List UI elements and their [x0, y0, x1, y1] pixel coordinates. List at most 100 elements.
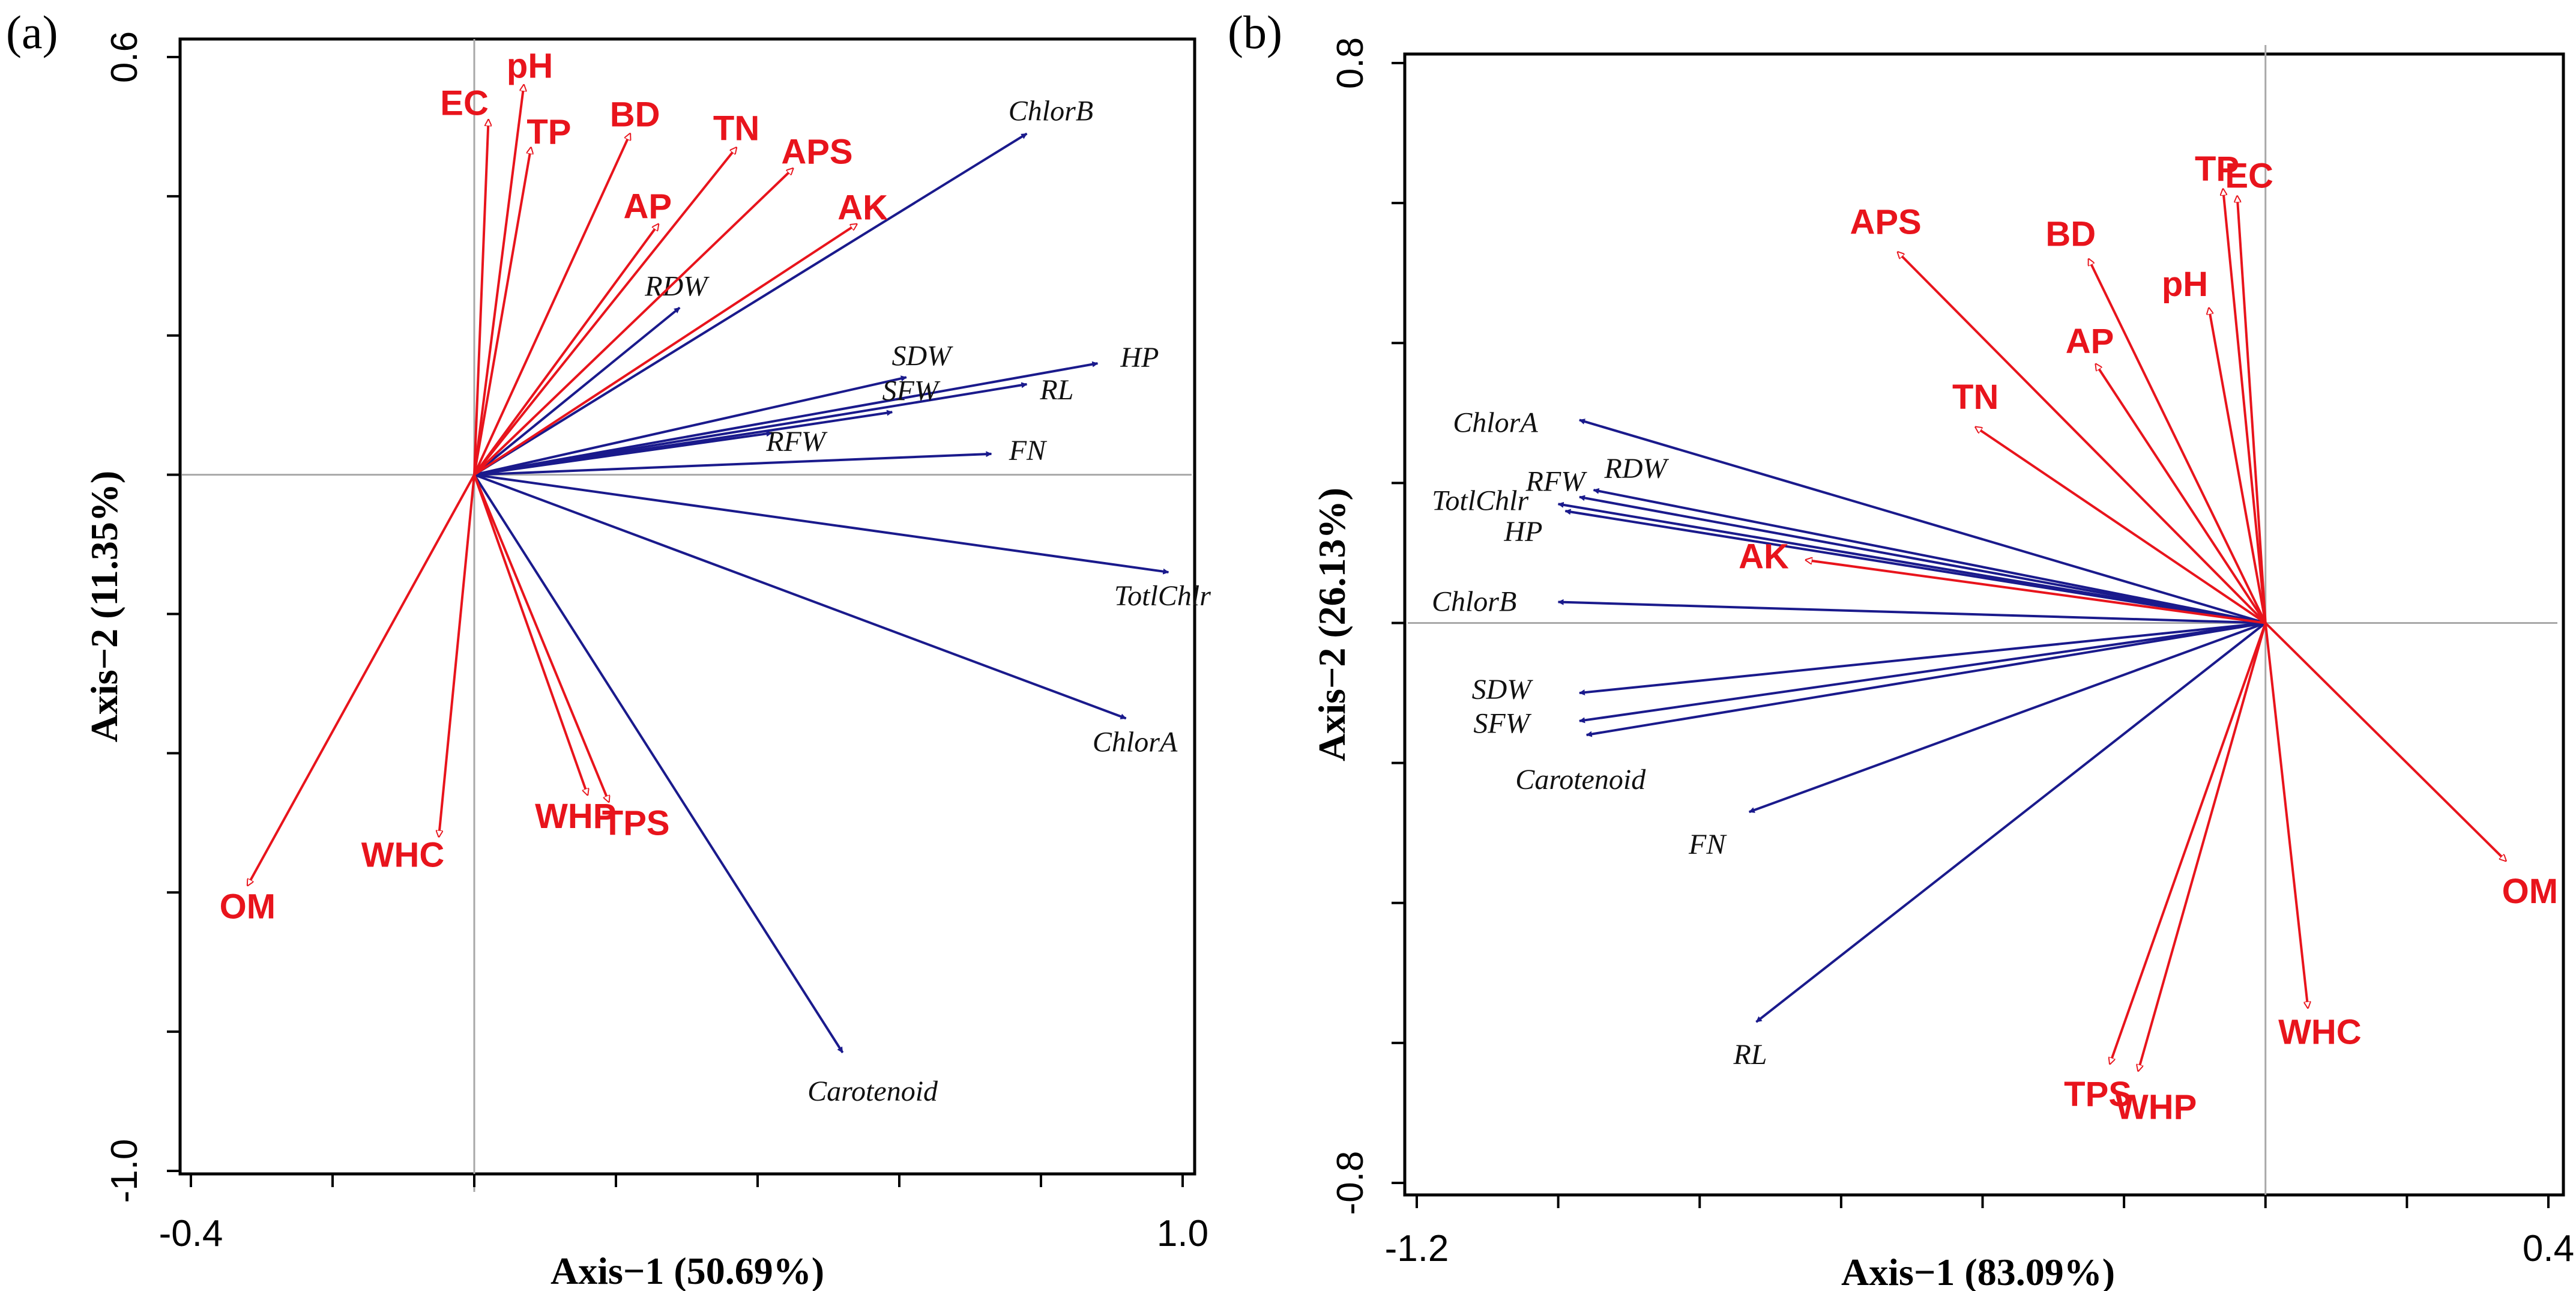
env-label-ak: AK — [837, 188, 888, 227]
x-tick-label: 1.0 — [1157, 1213, 1208, 1254]
panel-a: (a) -0.4 1.0 0.6 -1.0 Axis−1 (50.69%) Ax… — [6, 6, 1211, 1291]
species-arrow-chlora — [1579, 419, 2266, 624]
species-arrow-chlorb — [473, 132, 1028, 476]
species-arrow-hp — [1564, 509, 2266, 624]
species-label-carotenoid: Carotenoid — [807, 1075, 938, 1107]
species-label-totlchlr: TotlChlr — [1114, 580, 1211, 612]
species-arrow-chlora — [474, 473, 1127, 720]
species-arrow-carotenoid — [1585, 621, 2266, 737]
env-label-whp: WHP — [2116, 1088, 2197, 1127]
species-arrow-totlchlr — [474, 473, 1169, 575]
env-arrow-om — [246, 474, 475, 886]
species-label-chlora: ChlorA — [1093, 726, 1178, 758]
env-label-ec: EC — [2225, 156, 2273, 195]
species-label-chlora: ChlorA — [1453, 407, 1538, 438]
species-arrow-sdw — [474, 375, 907, 476]
species-label-sfw: SFW — [1473, 708, 1531, 740]
species-arrow-chlorb — [1557, 599, 2266, 624]
y-tick-label: 0.6 — [104, 31, 145, 83]
env-label-ph: pH — [2162, 265, 2208, 304]
env-arrow-ph — [2209, 308, 2267, 623]
species-label-rdw: RDW — [1604, 453, 1670, 485]
panel-b: (b) -1.2 0.4 0.8 -0.8 Axis−1 (83.09%) Ax… — [1228, 6, 2574, 1291]
env-label-bd: BD — [2045, 214, 2096, 253]
env-arrow-whp — [2138, 622, 2267, 1071]
species-label-rdw: RDW — [644, 270, 710, 302]
species-label-fn: FN — [1688, 829, 1727, 860]
env-arrow-tp — [473, 148, 531, 475]
env-arrow-ap — [473, 224, 659, 476]
env-arrow-whc — [439, 474, 475, 837]
species-label-sfw: SFW — [882, 375, 941, 407]
env-label-whp: WHP — [535, 797, 616, 836]
x-axis-title: Axis−1 (83.09%) — [1841, 1251, 2115, 1291]
species-label-carotenoid: Carotenoid — [1515, 764, 1646, 796]
species-label-rfw: RFW — [1525, 466, 1588, 498]
env-arrow-ak — [473, 224, 857, 476]
env-label-tn: TN — [1952, 378, 1998, 417]
y-tick-label: -0.8 — [1330, 1151, 1371, 1215]
env-arrow-tps — [2110, 622, 2267, 1064]
env-label-ak: AK — [1739, 537, 1789, 576]
env-arrow-tps — [473, 474, 609, 802]
env-label-tp: TP — [2195, 150, 2239, 189]
plot-frame — [1403, 52, 2565, 1197]
env-arrow-ap — [2096, 364, 2267, 624]
species-label-hp: HP — [1503, 516, 1542, 548]
env-label-aps: APS — [1850, 203, 1921, 242]
species-label-sdw: SDW — [1472, 674, 1534, 706]
x-tick-label: -1.2 — [1385, 1228, 1449, 1269]
species-arrow-carotenoid — [473, 474, 844, 1053]
species-arrow-rdw — [1593, 488, 2266, 624]
x-tick-label: -0.4 — [159, 1213, 223, 1254]
species-label-rl: RL — [1733, 1039, 1767, 1071]
species-arrow-rfw — [474, 431, 773, 476]
env-arrow-ec — [2237, 196, 2267, 623]
y-axis-title: Axis−2 (11.35%) — [83, 471, 125, 742]
env-arrow-tn — [1976, 427, 2266, 624]
arrows-layer: ChlorB RDW SDW HP RL SFW RFW FN TotlChlr ChlorA Ca… — [220, 46, 1211, 1107]
y-tick-label: -1.0 — [104, 1139, 145, 1203]
species-arrow-hp — [474, 361, 1099, 476]
axis-ticks — [1392, 62, 2550, 1208]
species-label-rfw: RFW — [765, 426, 828, 458]
env-arrow-whp — [473, 474, 588, 795]
species-label-rl: RL — [1039, 374, 1073, 406]
env-arrow-bd — [2087, 259, 2267, 624]
env-arrow-om — [2264, 622, 2506, 861]
env-label-tn: TN — [713, 109, 759, 148]
species-arrow-rl — [1755, 621, 2266, 1023]
env-arrow-aps — [473, 169, 793, 476]
env-label-om: OM — [220, 887, 276, 927]
env-label-om: OM — [2502, 872, 2558, 911]
x-axis-title: Axis−1 (50.69%) — [550, 1250, 824, 1291]
env-label-tp: TP — [526, 113, 571, 152]
species-label-chlorb: ChlorB — [1432, 586, 1516, 618]
species-arrow-rfw — [1578, 495, 2266, 624]
env-label-tps: TPS — [2064, 1075, 2132, 1114]
species-arrow-fn — [474, 451, 992, 476]
env-label-whc: WHC — [361, 836, 445, 875]
env-label-ec: EC — [440, 83, 489, 122]
y-tick-label: 0.8 — [1330, 37, 1371, 89]
species-arrow-sfw — [1578, 621, 2266, 724]
env-label-bd: BD — [610, 95, 660, 135]
env-arrow-ec — [473, 119, 489, 475]
env-arrow-tn — [473, 148, 737, 476]
env-arrow-whc — [2264, 623, 2308, 1008]
env-arrow-tp — [2223, 189, 2267, 623]
species-label-sdw: SDW — [891, 340, 953, 372]
species-arrow-rdw — [473, 306, 681, 476]
panel-label: (b) — [1228, 6, 1282, 58]
plot-frame — [178, 37, 1196, 1176]
species-label-fn: FN — [1009, 435, 1048, 467]
species-label-chlorb: ChlorB — [1009, 95, 1093, 127]
env-label-tps: TPS — [602, 804, 670, 843]
env-label-whc: WHC — [2278, 1013, 2362, 1052]
species-label-hp: HP — [1120, 342, 1159, 373]
env-label-ap: AP — [2066, 322, 2114, 361]
env-arrow-ph — [473, 85, 524, 475]
species-arrow-sdw — [1578, 621, 2266, 696]
